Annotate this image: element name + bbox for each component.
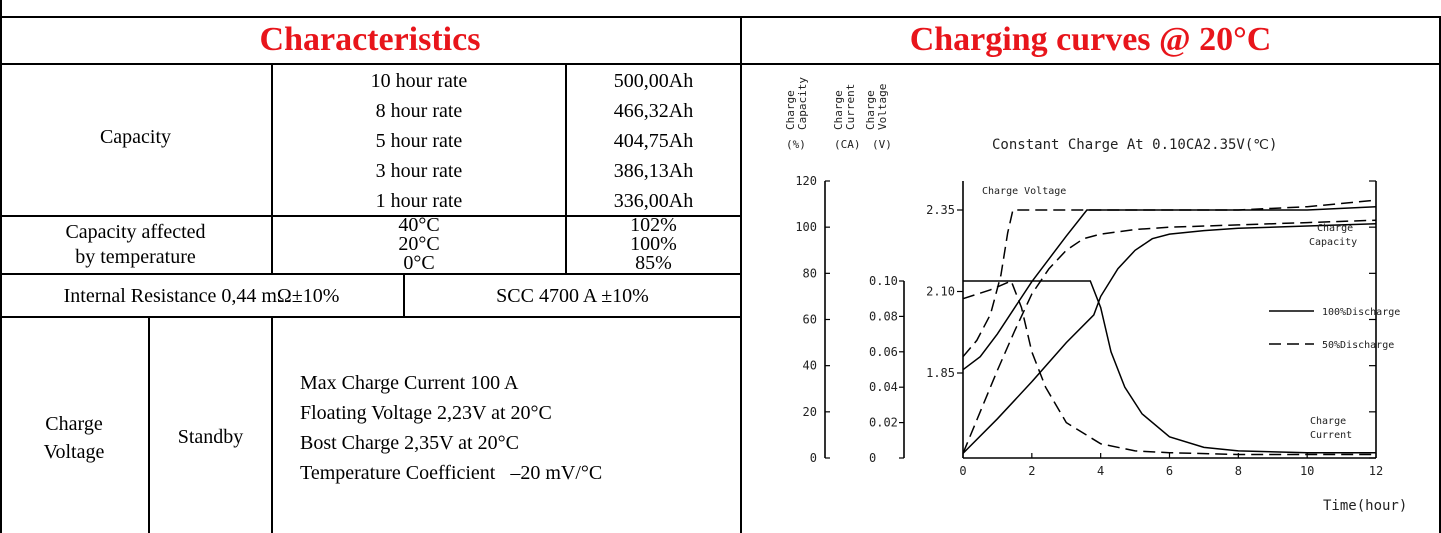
standby-divider — [271, 318, 273, 533]
charge-spec-line: Max Charge Current 100 A — [300, 372, 519, 394]
capacity-rate: 10 hour rate — [370, 70, 468, 92]
current-axis-unit: (CA) — [834, 138, 861, 151]
capacity-tick-label: 60 — [803, 313, 817, 327]
characteristics-title: Characteristics — [259, 21, 481, 58]
voltage-tick-label: 2.35 — [926, 203, 955, 217]
capacity-tick-label: 0 — [810, 451, 817, 465]
x-tick-label: 6 — [1166, 464, 1173, 478]
capacity-label-divider — [271, 63, 273, 217]
capacity-rate: 5 hour rate — [375, 130, 463, 152]
x-tick-label: 10 — [1300, 464, 1314, 478]
capacity-bottom-border — [0, 215, 740, 217]
x-tick-label: 2 — [1028, 464, 1035, 478]
temperature-label-line1: Capacity affected — [65, 221, 206, 243]
resistance-bottom-border — [0, 316, 740, 318]
charge-spec-line: Floating Voltage 2,23V at 20°C — [300, 402, 552, 424]
capacity-value: 500,00Ah — [613, 70, 694, 92]
voltage-tick-label: 2.10 — [926, 285, 955, 299]
series-line — [962, 219, 1377, 454]
temperature-value: 20°C — [398, 233, 440, 255]
current-annotation: Current — [1310, 430, 1352, 441]
standby-label: Standby — [177, 426, 244, 448]
capacity-tick-label: 40 — [803, 359, 817, 373]
current-axis-label-1: Charge — [832, 90, 845, 130]
temperature-capacity: 102% — [630, 214, 677, 236]
current-tick-label: 0 — [869, 451, 876, 465]
x-tick-label: 8 — [1235, 464, 1242, 478]
charge-spec-line: Bost Charge 2,35V at 20°C — [300, 432, 519, 454]
charge-spec-line: Temperature Coefficient –20 mV/°C — [300, 462, 603, 484]
voltage-axis-unit: (V) — [872, 138, 892, 151]
current-tick-label: 0.02 — [869, 416, 898, 430]
capacity-value: 466,32Ah — [613, 100, 694, 122]
voltage-axis-label-2: Voltage — [876, 84, 889, 130]
capacity-rate: 8 hour rate — [375, 100, 463, 122]
value-column-divider — [565, 63, 567, 274]
capacity-value: 336,00Ah — [613, 190, 694, 212]
charging-curves-title: Charging curves @ 20°C — [909, 21, 1272, 58]
temperature-value: 0°C — [403, 252, 435, 274]
series-line — [963, 280, 1376, 454]
capacity-annotation: Capacity — [1309, 237, 1357, 248]
capacity-axis-unit: (%) — [786, 138, 806, 151]
current-axis-label-2: Current — [844, 84, 857, 130]
capacity-rate: 1 hour rate — [375, 190, 463, 212]
scc-value: SCC 4700 A ±10% — [496, 285, 649, 307]
capacity-tick-label: 20 — [803, 405, 817, 419]
temperature-value: 40°C — [398, 214, 440, 236]
charging-curves-chart: Charge Capacity (%) Charge Current (CA) … — [784, 77, 1407, 514]
charge-voltage-label-line1: Charge — [45, 413, 103, 435]
chart-title: Constant Charge At 0.10CA2.35V(℃) — [992, 137, 1277, 153]
capacity-rate: 3 hour rate — [375, 160, 463, 182]
charge-label-divider — [148, 318, 150, 533]
legend-label: 100%Discharge — [1322, 307, 1400, 318]
series-line — [962, 199, 1377, 358]
current-annotation: Charge — [1310, 416, 1346, 427]
frame-top-border — [0, 16, 1441, 18]
capacity-rate-list: 10 hour rate 8 hour rate 5 hour rate 3 h… — [273, 66, 565, 216]
current-tick-label: 0.08 — [869, 309, 898, 323]
x-axis-label: Time(hour) — [1323, 498, 1407, 514]
header-bottom-border — [0, 63, 1441, 65]
temperature-capacity: 85% — [635, 252, 672, 274]
frame-left-border — [0, 0, 2, 533]
series-line — [962, 222, 1377, 454]
capacity-value-list: 500,00Ah 466,32Ah 404,75Ah 386,13Ah 336,… — [567, 66, 740, 216]
voltage-annotation: Charge Voltage — [982, 186, 1066, 197]
x-tick-label: 0 — [959, 464, 966, 478]
series-line — [962, 280, 1376, 456]
current-tick-label: 0.04 — [869, 380, 898, 394]
series-line — [962, 205, 1377, 371]
charge-voltage-label-line2: Voltage — [43, 441, 105, 463]
capacity-tick-label: 80 — [803, 266, 817, 280]
current-tick-label: 0.10 — [869, 274, 898, 288]
temperature-capacity: 100% — [630, 233, 677, 255]
temperature-label-line2: by temperature — [75, 246, 196, 268]
temperature-bottom-border — [0, 273, 740, 275]
temperature-capacity-list: 102% 100% 85% — [567, 214, 740, 274]
panel-divider — [740, 16, 742, 533]
capacity-value: 386,13Ah — [613, 160, 694, 182]
x-tick-label: 4 — [1097, 464, 1104, 478]
charge-voltage-spec-list: Max Charge Current 100 A Floating Voltag… — [300, 368, 730, 488]
current-tick-label: 0.06 — [869, 345, 898, 359]
internal-resistance: Internal Resistance 0,44 mΩ±10% — [63, 285, 340, 307]
legend-label: 50%Discharge — [1322, 340, 1394, 351]
capacity-annotation: Charge — [1317, 223, 1353, 234]
capacity-axis-label-1: Charge — [784, 90, 797, 130]
voltage-tick-label: 1.85 — [926, 366, 955, 380]
frame-right-border — [1439, 16, 1441, 533]
x-tick-label: 12 — [1369, 464, 1383, 478]
capacity-value: 404,75Ah — [613, 130, 694, 152]
temperature-list: 40°C 20°C 0°C — [273, 214, 565, 274]
resistance-scc-divider — [403, 275, 405, 317]
temperature-label-divider — [271, 217, 273, 274]
voltage-axis-label-1: Charge — [864, 90, 877, 130]
capacity-tick-label: 120 — [795, 174, 817, 188]
capacity-axis-label-2: Capacity — [796, 77, 809, 130]
capacity-label: Capacity — [99, 126, 172, 148]
capacity-tick-label: 100 — [795, 220, 817, 234]
